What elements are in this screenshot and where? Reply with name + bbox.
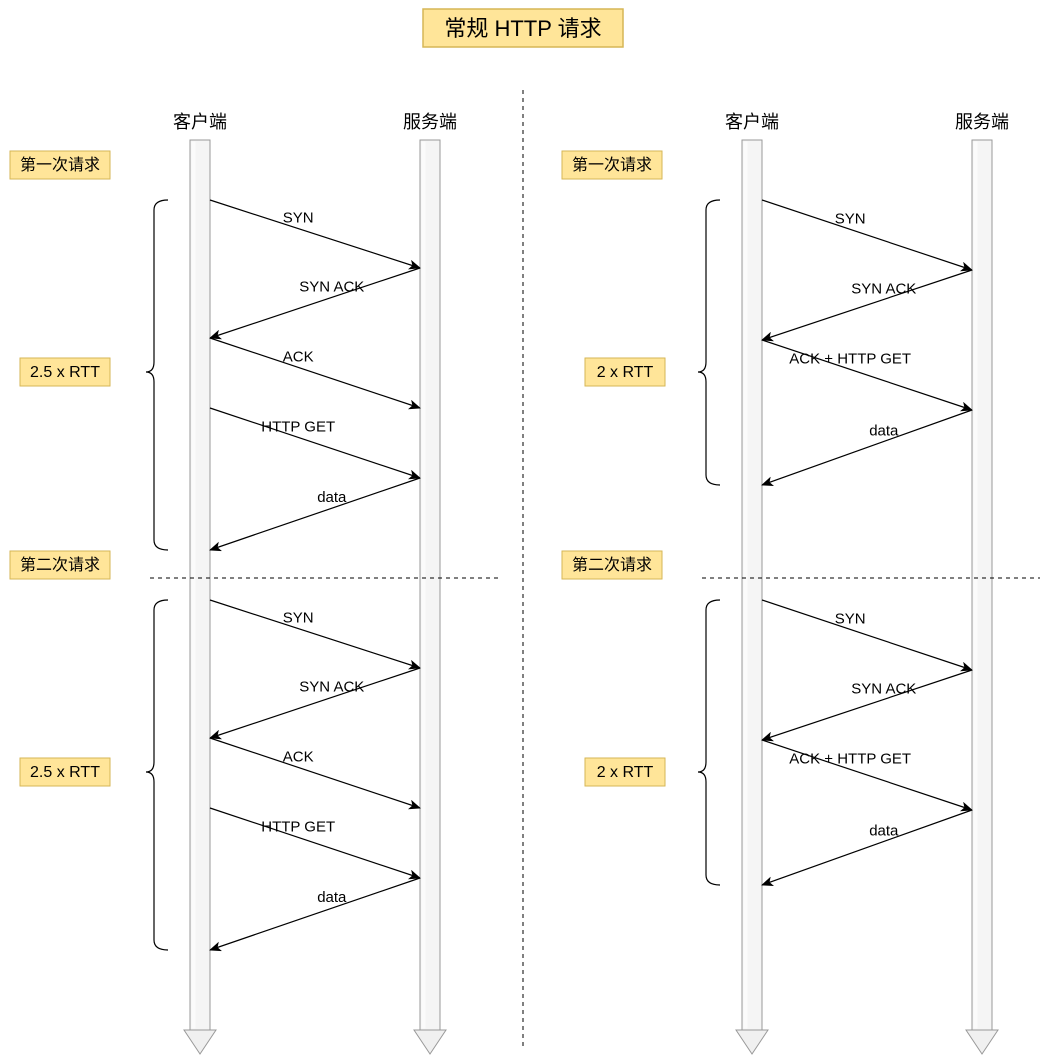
svg-text:HTTP GET: HTTP GET: [261, 818, 335, 835]
title-text: 常规 HTTP 请求: [444, 16, 601, 41]
message-arrow: [762, 410, 972, 485]
lifeline: [736, 140, 768, 1054]
svg-text:第一次请求: 第一次请求: [20, 156, 100, 174]
svg-text:第二次请求: 第二次请求: [572, 556, 652, 574]
svg-text:HTTP GET: HTTP GET: [261, 418, 335, 435]
svg-text:ACK: ACK: [283, 348, 314, 365]
svg-text:data: data: [317, 889, 347, 906]
svg-text:SYN: SYN: [835, 610, 866, 627]
svg-text:SYN: SYN: [835, 210, 866, 227]
message-arrow: [210, 738, 420, 808]
svg-text:ACK: ACK: [283, 748, 314, 765]
brace: [146, 200, 168, 550]
svg-text:服务端: 服务端: [403, 112, 457, 132]
svg-text:SYN ACK: SYN ACK: [299, 278, 364, 295]
svg-text:SYN: SYN: [283, 210, 314, 227]
svg-text:data: data: [869, 423, 899, 440]
message-arrow: [210, 338, 420, 408]
lifeline: [966, 140, 998, 1054]
svg-text:2.5 x RTT: 2.5 x RTT: [30, 364, 100, 381]
lifeline: [184, 140, 216, 1054]
svg-text:SYN ACK: SYN ACK: [299, 678, 364, 695]
svg-text:ACK + HTTP GET: ACK + HTTP GET: [789, 350, 911, 367]
svg-text:客户端: 客户端: [725, 112, 779, 132]
svg-text:第二次请求: 第二次请求: [20, 556, 100, 574]
message-arrow: [762, 200, 972, 270]
message-arrow: [762, 810, 972, 885]
message-arrow: [762, 600, 972, 670]
svg-text:SYN: SYN: [283, 610, 314, 627]
message-arrow: [210, 200, 420, 268]
svg-text:ACK + HTTP GET: ACK + HTTP GET: [789, 750, 911, 767]
svg-text:2.5 x RTT: 2.5 x RTT: [30, 764, 100, 781]
svg-text:SYN ACK: SYN ACK: [851, 680, 916, 697]
svg-text:客户端: 客户端: [173, 112, 227, 132]
message-arrow: [210, 478, 420, 550]
message-arrow: [210, 600, 420, 668]
svg-text:data: data: [317, 489, 347, 506]
svg-text:2 x RTT: 2 x RTT: [597, 364, 654, 381]
svg-text:data: data: [869, 823, 899, 840]
svg-text:第一次请求: 第一次请求: [572, 156, 652, 174]
brace: [698, 600, 720, 885]
message-arrow: [210, 878, 420, 950]
brace: [698, 200, 720, 485]
svg-text:服务端: 服务端: [955, 112, 1009, 132]
sequence-diagram: 常规 HTTP 请求客户端 服务端第一次请求第二次请求 2.5 x RTT 2.5 x…: [0, 0, 1046, 1061]
svg-text:SYN ACK: SYN ACK: [851, 280, 916, 297]
lifeline: [414, 140, 446, 1054]
brace: [146, 600, 168, 950]
svg-text:2 x RTT: 2 x RTT: [597, 764, 654, 781]
